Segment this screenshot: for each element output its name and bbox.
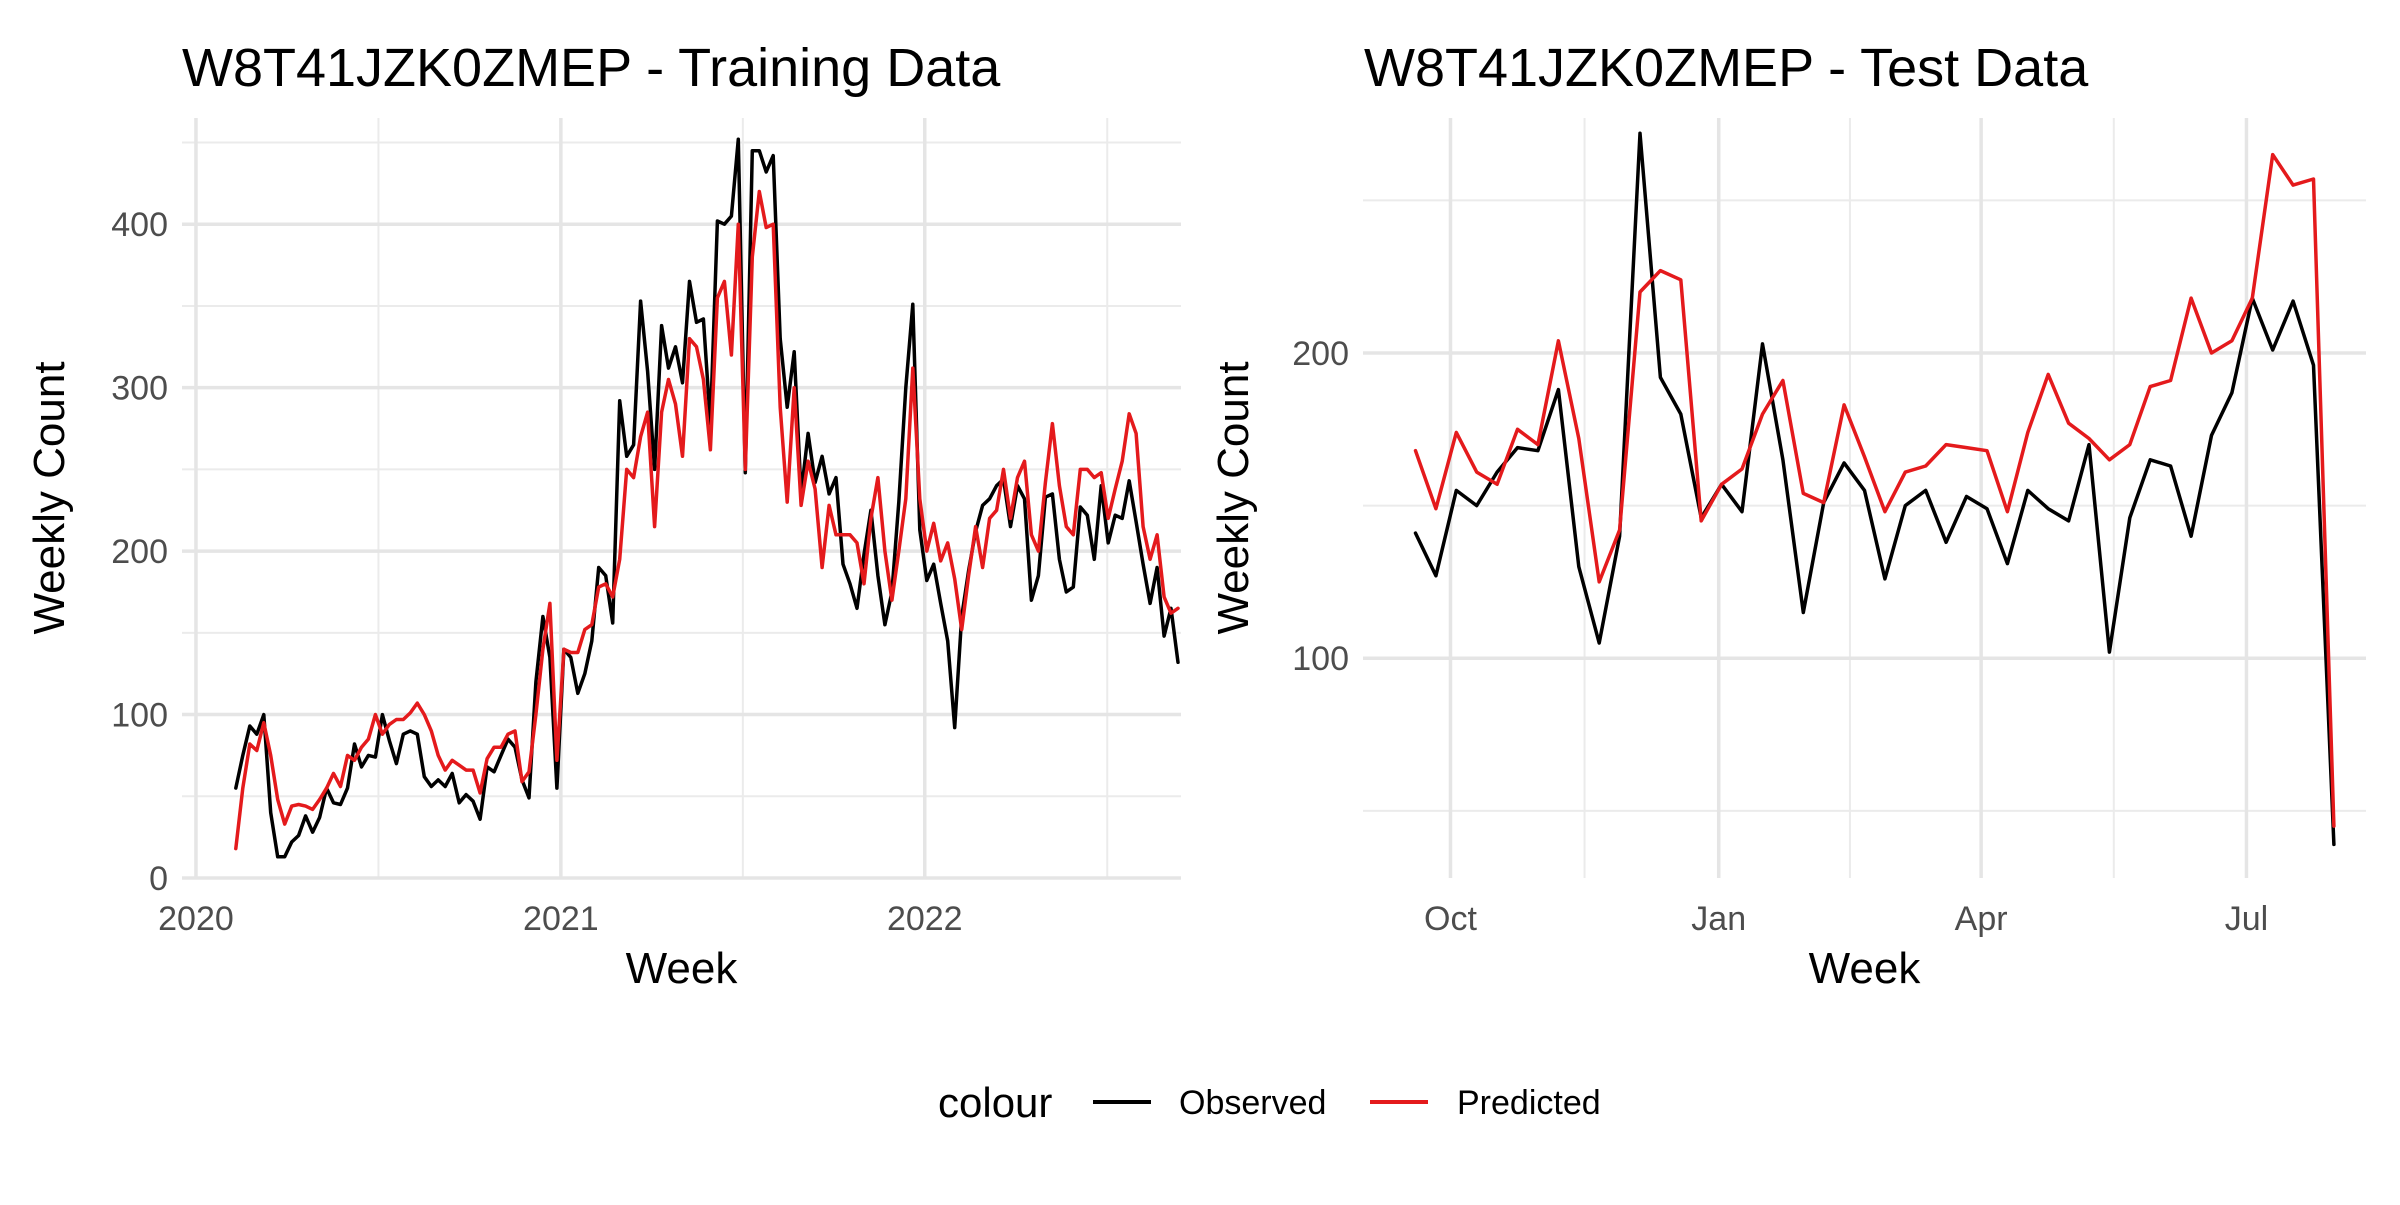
- training-x-tick-label: 2020: [158, 900, 234, 938]
- training-x-axis-label: Week: [626, 944, 739, 993]
- test-y-axis-label: Weekly Count: [1209, 361, 1258, 634]
- test-y-tick-labels: 100 200: [1292, 335, 1349, 678]
- test-series-lines: [1413, 131, 2336, 847]
- legend-title: colour: [938, 1079, 1052, 1126]
- test-grid: [1363, 118, 2366, 878]
- test-panel: W8T41JZK0ZMEP - Test Data 100 200 Oct Ja…: [1209, 38, 2366, 993]
- legend-label-predicted: Predicted: [1457, 1084, 1601, 1122]
- training-y-tick-label: 100: [111, 697, 168, 735]
- training-x-tick-label: 2021: [523, 900, 599, 938]
- test-x-axis-label: Week: [1809, 944, 1922, 993]
- training-x-tick-labels: 2020 2021 2022: [158, 900, 962, 938]
- training-grid: [182, 118, 1181, 880]
- test-x-tick-label: Jul: [2225, 900, 2268, 938]
- legend-label-observed: Observed: [1179, 1084, 1326, 1122]
- test-x-tick-label: Oct: [1424, 900, 1477, 938]
- training-y-tick-label: 400: [111, 206, 168, 244]
- training-chart-title: W8T41JZK0ZMEP - Training Data: [182, 38, 1001, 98]
- test-y-tick-label: 200: [1292, 335, 1349, 373]
- test-chart-title: W8T41JZK0ZMEP - Test Data: [1364, 38, 2089, 98]
- test-series-predicted: [1413, 152, 2336, 828]
- test-x-tick-label: Jan: [1691, 900, 1746, 938]
- training-x-tick-label: 2022: [887, 900, 963, 938]
- legend: colour Observed Predicted: [938, 1079, 1601, 1126]
- test-x-tick-labels: Oct Jan Apr Jul: [1424, 900, 2268, 938]
- test-series-observed: [1413, 131, 2336, 847]
- training-y-tick-label: 300: [111, 370, 168, 408]
- training-panel: W8T41JZK0ZMEP - Training Data 0 100 200 …: [25, 38, 1181, 993]
- training-series-lines: [234, 137, 1180, 859]
- training-y-tick-label: 0: [149, 860, 168, 898]
- training-y-tick-labels: 0 100 200 300 400: [111, 206, 168, 898]
- training-series-observed: [234, 137, 1180, 859]
- test-x-tick-label: Apr: [1955, 900, 2008, 938]
- training-y-tick-label: 200: [111, 533, 168, 571]
- training-y-axis-label: Weekly Count: [25, 361, 74, 634]
- test-y-tick-label: 100: [1292, 640, 1349, 678]
- training-series-predicted: [234, 189, 1180, 851]
